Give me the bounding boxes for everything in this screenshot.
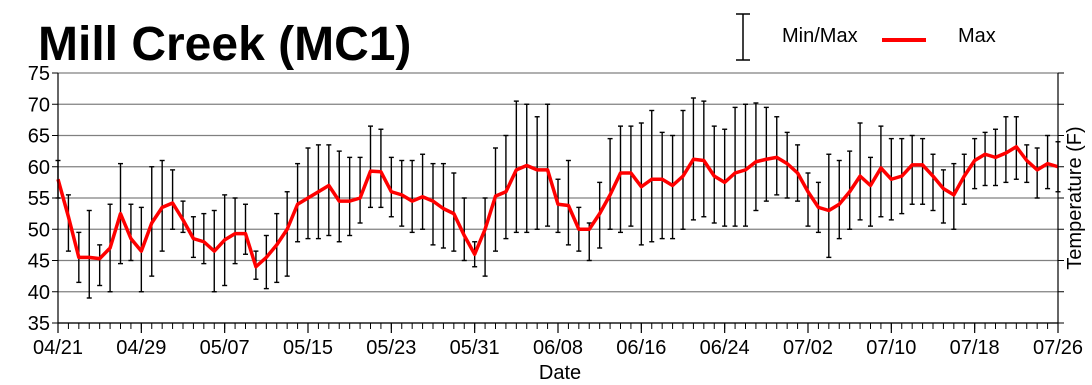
axes [57,73,1059,324]
error-bar-05/22 [378,128,384,209]
error-bar-07/14 [930,153,936,212]
error-bar-06/07 [545,103,551,227]
error-bar-05/23 [388,156,394,218]
error-bar-05/27 [430,162,436,246]
error-bar-07/09 [878,125,884,218]
minmax-error-bars [55,97,1061,299]
y-tick-label-60: 60 [28,157,50,179]
error-bar-06/13 [607,137,613,230]
error-bar-07/07 [857,122,863,221]
x-tick-label-06/16: 06/16 [616,337,666,359]
x-tick-label-05/23: 05/23 [366,337,416,359]
error-bar-05/08 [232,197,238,265]
error-bar-06/17 [649,109,655,243]
error-bar-07/15 [940,169,946,224]
error-bar-07/05 [836,159,842,240]
error-bar-06/20 [680,109,686,230]
error-bar-05/25 [409,159,415,234]
error-bar-06/24 [722,128,728,227]
y-tick-label-45: 45 [28,251,50,273]
error-bar-06/18 [659,131,665,240]
error-bar-05/09 [243,203,248,255]
error-bar-07/08 [868,156,873,227]
y-tick-label-75: 75 [28,63,50,85]
error-bar-04/25 [97,244,103,287]
error-bar-06/01 [482,197,488,277]
x-tick-label-05/07: 05/07 [200,337,250,359]
error-bar-06/28 [763,106,769,202]
legend-minmax-symbol [736,13,750,61]
error-bar-06/06 [534,116,540,230]
error-bar-05/20 [357,156,363,224]
error-bar-06/04 [513,100,519,234]
error-bar-06/27 [753,102,759,212]
error-bar-07/04 [826,153,832,259]
x-tick-label-05/15: 05/15 [283,337,333,359]
error-bar-06/09 [565,159,571,246]
x-axis-label: Date [539,362,581,384]
y-tick-label-70: 70 [28,94,50,116]
x-tick-label-07/10: 07/10 [866,337,916,359]
x-tick-label-06/08: 06/08 [533,337,583,359]
error-bar-04/28 [128,203,134,262]
max-series-line [56,145,1059,269]
error-bar-05/05 [201,212,207,265]
error-bar-05/18 [336,150,342,243]
y-tick-label-50: 50 [28,219,50,241]
y-tick-label-65: 65 [28,126,50,148]
error-bar-07/12 [909,134,915,205]
chart-title: Mill Creek (MC1) [38,18,411,71]
error-bar-06/15 [628,125,634,227]
error-bar-05/19 [347,156,353,237]
error-bar-07/19 [982,131,988,187]
error-bar-05/12 [274,212,280,284]
error-bar-05/21 [368,125,373,209]
error-bar-05/02 [170,169,176,230]
error-bar-07/13 [920,137,926,205]
error-bar-06/14 [618,125,623,234]
x-tick-label-05/31: 05/31 [450,337,500,359]
error-bar-06/03 [503,134,509,240]
legend-max-label: Max [958,25,996,47]
error-bar-07/21 [1003,116,1009,184]
y-axis-label: Temperature (F) [1064,126,1086,269]
error-bar-06/05 [524,103,530,234]
x-tick-label-06/24: 06/24 [700,337,750,359]
error-bar-05/30 [461,197,467,262]
x-tick-label-07/26: 07/26 [1033,337,1083,359]
x-tick-label-07/18: 07/18 [950,337,1000,359]
error-bar-07/02 [805,172,811,227]
y-tick-label-55: 55 [28,188,50,210]
error-bar-07/24 [1034,147,1040,199]
legend: Min/Max Max [736,13,996,61]
error-bar-05/13 [284,191,290,277]
error-bar-05/15 [305,147,311,240]
error-bar-05/28 [440,162,446,249]
error-bar-06/25 [732,106,738,227]
error-bar-05/17 [326,144,332,237]
error-bar-06/26 [743,103,748,227]
y-axis-ticks: 35 40 45 50 55 60 65 70 75 [28,63,1064,335]
x-axis-ticks: 04/21 04/29 05/07 05/15 05/23 05/31 06/08 06/16… [33,323,1083,359]
error-bar-04/24 [86,209,92,299]
error-bar-05/11 [263,234,269,290]
y-tick-label-40: 40 [28,282,50,304]
error-bar-05/26 [420,153,426,230]
legend-minmax-label: Min/Max [782,25,858,47]
x-tick-label-04/21: 04/21 [33,337,83,359]
y-tick-label-35: 35 [28,313,50,335]
x-tick-label-04/29: 04/29 [116,337,166,359]
x-tick-label-07/02: 07/02 [783,337,833,359]
error-bar-07/23 [1024,144,1030,184]
